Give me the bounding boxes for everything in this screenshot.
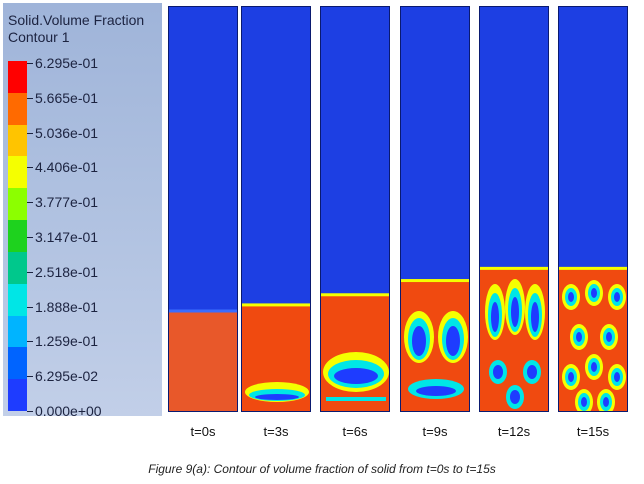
gas-bubble	[614, 292, 620, 302]
gas-bubble	[568, 372, 574, 382]
legend-swatch	[8, 315, 27, 348]
time-label: t=12s	[497, 424, 531, 439]
gas-bubble	[491, 302, 499, 332]
legend-subtitle: Contour 1	[8, 29, 70, 45]
legend-value-label: 0.000e+00	[35, 403, 102, 419]
time-label: t=6s	[342, 424, 368, 439]
legend-swatch	[8, 124, 27, 157]
legend-swatch	[8, 156, 27, 189]
time-label: t=3s	[263, 424, 289, 439]
legend-value-label: 6.295e-02	[35, 368, 99, 385]
legend-value-label: 5.665e-01	[35, 89, 99, 106]
legend-tick	[27, 132, 33, 134]
legend-value-label: 1.888e-01	[35, 298, 99, 315]
bed-surface	[401, 279, 469, 283]
legend-tick	[27, 237, 33, 238]
legend-value-label: 5.036e-01	[35, 124, 99, 141]
bed-surface	[242, 303, 310, 307]
gas-bubble	[614, 372, 620, 382]
contour-panel	[400, 6, 470, 412]
gas-bubble	[568, 292, 574, 302]
contour-panel	[558, 6, 628, 412]
legend-tick	[27, 376, 33, 378]
legend-tick	[27, 306, 33, 308]
gas-bubble	[576, 332, 582, 342]
legend-tick	[27, 202, 33, 204]
legend-swatch	[8, 61, 27, 93]
bed-surface	[321, 293, 389, 297]
figure-caption: Figure 9(a): Contour of volume fraction …	[148, 462, 496, 476]
time-label: t=15s	[576, 424, 610, 439]
legend-tick	[27, 63, 33, 64]
legend-color-bar	[8, 61, 27, 412]
gas-bubble	[334, 368, 378, 384]
contour-panel	[241, 6, 311, 412]
bed-surface	[559, 266, 627, 270]
legend-swatch	[8, 347, 27, 380]
bed-surface	[169, 309, 237, 313]
legend-value-label: 3.147e-01	[35, 229, 99, 245]
legend-swatch	[8, 92, 27, 125]
legend-swatch	[8, 220, 27, 253]
legend-value-label: 3.777e-01	[35, 194, 99, 211]
bed-surface	[480, 266, 548, 270]
legend-tick	[27, 411, 33, 412]
time-label: t=9s	[422, 424, 448, 439]
legend-value-label: 2.518e-01	[35, 263, 99, 280]
contour-panel	[479, 6, 549, 412]
time-label: t=0s	[190, 424, 216, 439]
gas-bubble	[603, 397, 609, 407]
solid-bed	[169, 311, 237, 411]
gas-bubble	[591, 288, 597, 298]
gas-layer	[255, 394, 299, 400]
legend-swatch	[8, 283, 27, 316]
gas-bubble	[591, 362, 597, 372]
gas-bubble	[493, 365, 503, 379]
gas-bubble	[416, 386, 456, 396]
gas-bubble	[531, 302, 539, 332]
legend-title: Solid.Volume Fraction	[8, 12, 145, 28]
gas-bubble	[511, 297, 519, 327]
gas-layer	[326, 397, 386, 401]
legend-swatch	[8, 188, 27, 221]
gas-bubble	[527, 365, 537, 379]
gas-bubble	[412, 326, 426, 356]
legend-swatch	[8, 379, 27, 412]
legend-value-label: 6.295e-01	[35, 55, 99, 71]
legend-tick	[27, 97, 33, 99]
contour-panel	[168, 6, 238, 412]
gas-bubble	[581, 397, 587, 407]
contour-panel	[320, 6, 390, 412]
gas-bubble	[606, 332, 612, 342]
legend-tick	[27, 341, 33, 343]
gas-bubble	[510, 390, 520, 404]
legend-swatch	[8, 251, 27, 284]
legend-panel: Solid.Volume Fraction Contour 1 6.295e-0…	[3, 3, 162, 419]
gas-bubble	[446, 326, 460, 356]
legend-tick	[27, 271, 33, 273]
legend-tick	[27, 167, 33, 169]
legend-value-label: 4.406e-01	[35, 159, 99, 176]
legend-value-label: 1.259e-01	[35, 333, 99, 350]
